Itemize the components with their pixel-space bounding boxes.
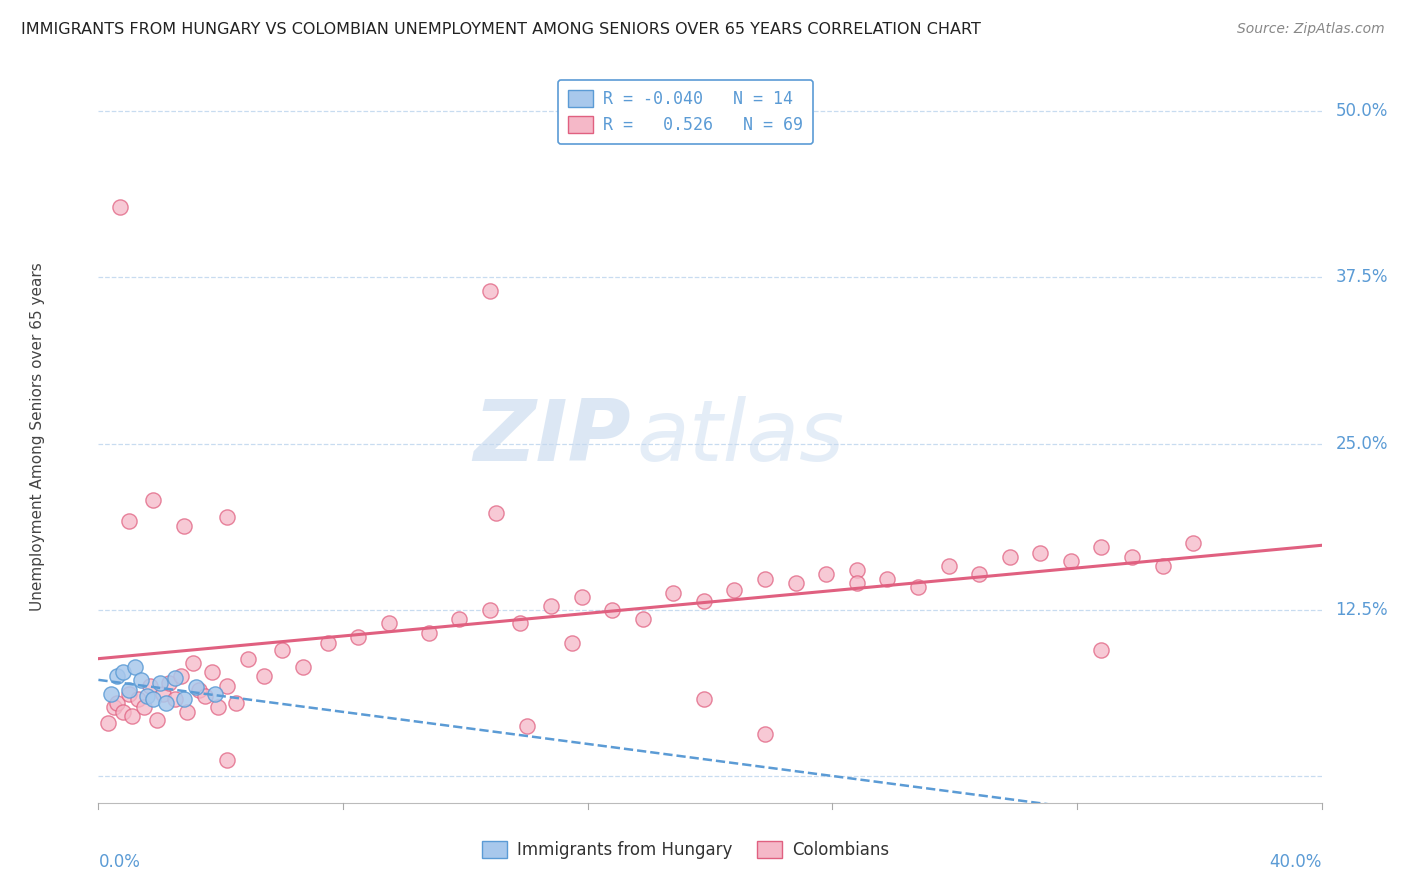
Point bbox=[292, 660, 315, 674]
Point bbox=[163, 671, 186, 685]
Point bbox=[149, 676, 172, 690]
Point bbox=[152, 687, 174, 701]
Text: Unemployment Among Seniors over 65 years: Unemployment Among Seniors over 65 years bbox=[30, 263, 45, 611]
Text: 37.5%: 37.5% bbox=[1336, 268, 1388, 286]
Point bbox=[449, 612, 471, 626]
Point bbox=[139, 679, 162, 693]
Point bbox=[845, 563, 868, 577]
Point bbox=[631, 612, 654, 626]
Point bbox=[188, 682, 211, 697]
Point bbox=[693, 593, 716, 607]
Point bbox=[215, 753, 238, 767]
Point bbox=[215, 679, 238, 693]
Point bbox=[571, 590, 593, 604]
Point bbox=[145, 714, 167, 728]
Text: 40.0%: 40.0% bbox=[1270, 854, 1322, 871]
Point bbox=[815, 567, 838, 582]
Point bbox=[1090, 643, 1112, 657]
Point bbox=[157, 676, 180, 690]
Point bbox=[200, 665, 222, 680]
Point bbox=[998, 549, 1021, 564]
Text: 50.0%: 50.0% bbox=[1336, 103, 1388, 120]
Point bbox=[509, 616, 531, 631]
Point bbox=[142, 492, 165, 507]
Text: 0.0%: 0.0% bbox=[98, 854, 141, 871]
Point bbox=[754, 726, 776, 740]
Point bbox=[173, 692, 195, 706]
Point bbox=[478, 284, 501, 298]
Point bbox=[103, 700, 125, 714]
Point bbox=[252, 669, 274, 683]
Point bbox=[907, 580, 929, 594]
Point bbox=[1060, 554, 1083, 568]
Point bbox=[181, 656, 204, 670]
Point bbox=[270, 643, 292, 657]
Point bbox=[478, 603, 501, 617]
Point bbox=[723, 582, 745, 597]
Text: IMMIGRANTS FROM HUNGARY VS COLOMBIAN UNEMPLOYMENT AMONG SENIORS OVER 65 YEARS CO: IMMIGRANTS FROM HUNGARY VS COLOMBIAN UNE… bbox=[21, 22, 981, 37]
Text: atlas: atlas bbox=[637, 395, 845, 479]
Point bbox=[561, 636, 583, 650]
Point bbox=[124, 660, 146, 674]
Point bbox=[134, 700, 156, 714]
Point bbox=[1121, 549, 1143, 564]
Point bbox=[1182, 536, 1205, 550]
Point bbox=[118, 514, 141, 528]
Point bbox=[100, 687, 122, 701]
Point bbox=[105, 669, 128, 683]
Point bbox=[129, 673, 152, 688]
Point bbox=[163, 692, 186, 706]
Point bbox=[142, 692, 165, 706]
Text: 25.0%: 25.0% bbox=[1336, 434, 1388, 453]
Point bbox=[127, 692, 149, 706]
Point bbox=[347, 630, 370, 644]
Point bbox=[136, 690, 159, 704]
Point bbox=[118, 687, 141, 701]
Point bbox=[111, 706, 134, 720]
Point bbox=[485, 506, 508, 520]
Point bbox=[1029, 546, 1052, 560]
Point bbox=[108, 200, 131, 214]
Legend: Immigrants from Hungary, Colombians: Immigrants from Hungary, Colombians bbox=[474, 833, 897, 868]
Point bbox=[118, 682, 141, 697]
Point bbox=[225, 696, 247, 710]
Point bbox=[186, 680, 208, 694]
Point bbox=[516, 719, 538, 733]
Point bbox=[378, 616, 401, 631]
Point bbox=[204, 687, 226, 701]
Point bbox=[105, 696, 128, 710]
Point bbox=[155, 696, 177, 710]
Point bbox=[97, 716, 120, 731]
Point bbox=[662, 585, 685, 599]
Point bbox=[540, 599, 562, 613]
Point bbox=[215, 509, 238, 524]
Point bbox=[238, 652, 260, 666]
Point bbox=[111, 665, 134, 680]
Text: 12.5%: 12.5% bbox=[1336, 601, 1388, 619]
Point bbox=[194, 690, 217, 704]
Point bbox=[121, 709, 143, 723]
Point bbox=[207, 700, 229, 714]
Point bbox=[1152, 559, 1174, 574]
Point bbox=[693, 692, 716, 706]
Text: ZIP: ZIP bbox=[472, 395, 630, 479]
Point bbox=[600, 603, 623, 617]
Point bbox=[785, 576, 807, 591]
Point bbox=[845, 576, 868, 591]
Point bbox=[170, 669, 193, 683]
Point bbox=[316, 636, 339, 650]
Point bbox=[938, 559, 960, 574]
Text: Source: ZipAtlas.com: Source: ZipAtlas.com bbox=[1237, 22, 1385, 37]
Point bbox=[754, 573, 776, 587]
Point bbox=[1090, 541, 1112, 555]
Point bbox=[418, 625, 440, 640]
Point bbox=[173, 519, 195, 533]
Point bbox=[176, 706, 198, 720]
Point bbox=[876, 573, 898, 587]
Point bbox=[967, 567, 990, 582]
